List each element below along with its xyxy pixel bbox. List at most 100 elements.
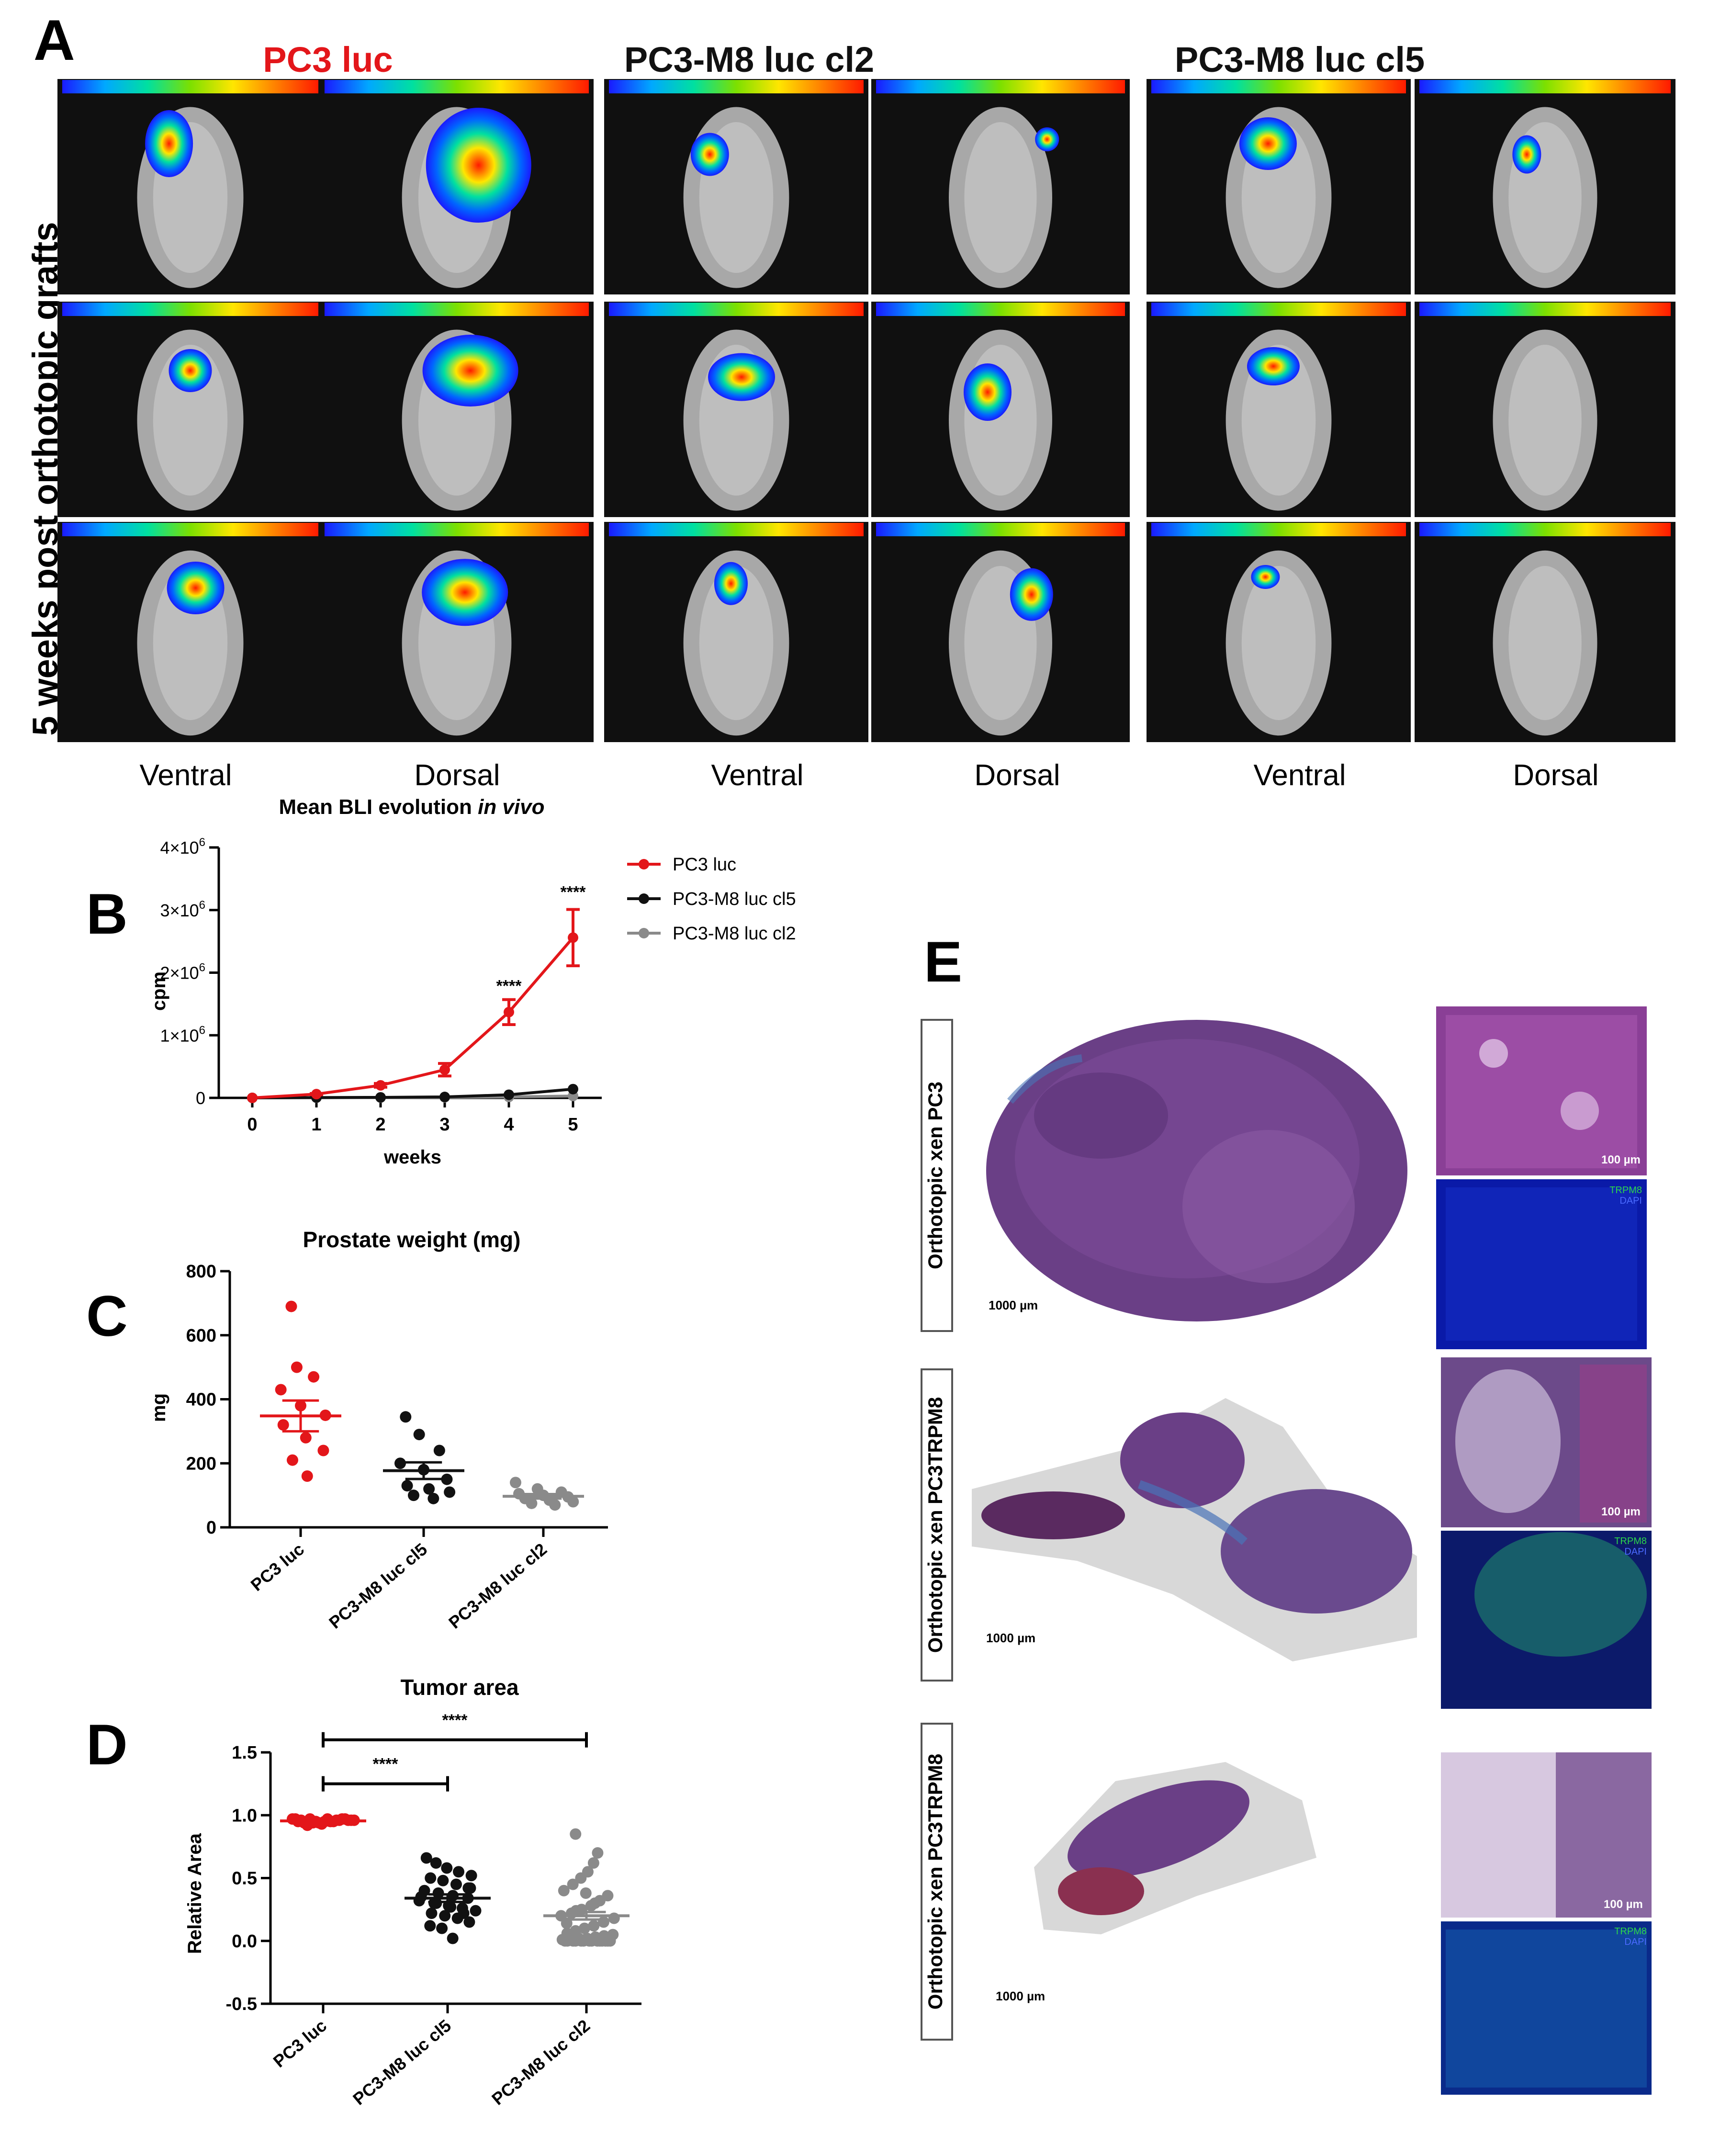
chart-b-plot: 0 1×106 2×106 3×106 4×106 0 1 2 3 4 5 **** **** PC3 l… bbox=[160, 836, 796, 1135]
series-pc3-m8-luc-cl5-point bbox=[375, 1092, 386, 1103]
colorbar bbox=[62, 303, 318, 316]
panel-d-letter: D bbox=[86, 1713, 128, 1777]
chart-c-title: Prostate weight (mg) bbox=[303, 1227, 521, 1252]
group-pc3-m8-luc-cl2-point bbox=[592, 1847, 604, 1859]
bli-signal bbox=[690, 133, 729, 176]
legend-marker bbox=[639, 928, 649, 938]
bli-image-r2-c2 bbox=[320, 302, 594, 517]
chart-b-title: Mean BLI evolution in vivo bbox=[279, 795, 545, 819]
group-pc3-luc-point bbox=[301, 1470, 313, 1482]
group-pc3-m8-luc-cl5-point bbox=[430, 1897, 442, 1909]
legend-marker bbox=[639, 859, 649, 869]
group-pc3-m8-luc-cl2-point bbox=[608, 1912, 620, 1924]
y-tick-label: 2×106 bbox=[160, 961, 205, 983]
colorbar bbox=[325, 80, 589, 93]
group-pc3-m8-luc-cl2-point bbox=[570, 1935, 582, 1947]
panel-c: C Prostate weight (mg) mg 0 200 400 600 800 P… bbox=[86, 1227, 608, 1632]
series-pc3-luc-point bbox=[247, 1093, 258, 1103]
bli-signal bbox=[167, 562, 225, 614]
series-pc3-m8-luc-cl5-point bbox=[439, 1092, 450, 1103]
x-tick-label: 2 bbox=[375, 1115, 385, 1135]
group-pc3-m8-luc-cl5-point bbox=[447, 1932, 459, 1944]
bli-signal bbox=[422, 559, 508, 626]
bli-image-r1-c1 bbox=[57, 79, 323, 294]
he-zoom-3-image bbox=[1441, 1752, 1652, 1918]
y-tick-label: 0.0 bbox=[232, 1931, 257, 1952]
y-tick-label: 800 bbox=[186, 1262, 216, 1282]
bli-image-r1-c3 bbox=[604, 79, 868, 294]
chart-c-plot: 0 200 400 600 800 PC3 luc PC3-M8 luc cl5 PC3-M8… bbox=[186, 1262, 608, 1632]
group-pc3-m8-luc-cl5-point bbox=[408, 1490, 420, 1501]
series-pc3-luc-point bbox=[311, 1089, 322, 1100]
x-category-label: PC3-M8 luc cl5 bbox=[349, 2016, 455, 2109]
colorbar bbox=[609, 303, 864, 316]
group-pc3-m8-luc-cl2-point bbox=[567, 1878, 579, 1890]
bli-signal bbox=[426, 108, 531, 223]
group-pc3-m8-luc-cl2-point bbox=[570, 1828, 582, 1840]
group-pc3-m8-luc-cl5-point bbox=[400, 1411, 412, 1423]
bli-signal bbox=[1251, 565, 1280, 589]
group-pc3-m8-luc-cl5-point bbox=[450, 1878, 462, 1890]
colorbar bbox=[325, 303, 589, 316]
group-pc3-m8-luc-cl2-point bbox=[596, 1935, 608, 1947]
group-pc3-m8-luc-cl2-point bbox=[570, 1905, 582, 1917]
group-pc3-m8-luc-cl5-point bbox=[441, 1473, 453, 1485]
colorbar bbox=[1151, 303, 1406, 316]
colorbar bbox=[609, 523, 864, 536]
section-3-scale-zoom: 100 µm bbox=[1604, 1898, 1643, 1911]
bli-image-r3-c5 bbox=[1147, 522, 1411, 742]
group-pc3-m8-luc-cl5-point bbox=[424, 1920, 436, 1932]
group-pc3-m8-luc-cl2-point bbox=[585, 1935, 597, 1947]
y-tick-label: 200 bbox=[186, 1454, 216, 1474]
if-zoom-1-image bbox=[1436, 1179, 1647, 1349]
panel-e: E Orthotopic xen PC3 1000 µm 100 µm bbox=[921, 930, 1652, 2095]
legend-entry: PC3 luc bbox=[673, 855, 736, 875]
colorbar bbox=[876, 523, 1125, 536]
colorbar bbox=[62, 80, 318, 93]
group-pc3-m8-luc-cl5-point bbox=[463, 1916, 475, 1928]
bli-signal bbox=[714, 562, 748, 605]
x-tick-label: 0 bbox=[247, 1115, 257, 1135]
colorbar bbox=[876, 303, 1125, 316]
group-pc3-m8-luc-cl5-point bbox=[432, 1887, 444, 1899]
significance-label: **** bbox=[442, 1711, 468, 1729]
panel-a: A 5 weeks post orthotopic grafts PC3 luc… bbox=[25, 8, 1675, 792]
bli-image-r1-c5 bbox=[1147, 79, 1411, 294]
he-section-3-image bbox=[1034, 1762, 1316, 1934]
x-category-label: PC3 luc bbox=[270, 2016, 331, 2071]
view-label-dorsal-3: Dorsal bbox=[1513, 759, 1598, 792]
if-zoom-3-image bbox=[1441, 1921, 1652, 2095]
colorbar bbox=[1419, 80, 1671, 93]
bli-signal bbox=[145, 110, 193, 177]
y-tick-label: 400 bbox=[186, 1390, 216, 1410]
section-1-scale-main: 1000 µm bbox=[989, 1298, 1038, 1312]
x-category-label: PC3-M8 luc cl2 bbox=[488, 2016, 594, 2109]
section-1-scale-zoom: 100 µm bbox=[1601, 1153, 1641, 1166]
group-pc3-m8-luc-cl5-point bbox=[401, 1480, 413, 1492]
bli-image-r2-c6 bbox=[1415, 302, 1675, 517]
group-pc3-m8-luc-cl5-point bbox=[458, 1908, 470, 1919]
group-pc3-m8-luc-cl2-point bbox=[587, 1857, 599, 1869]
bli-signal bbox=[1035, 127, 1059, 151]
he-zoom-2-image bbox=[1441, 1357, 1652, 1527]
group-pc3-m8-luc-cl2-point bbox=[578, 1922, 590, 1934]
significance-label: **** bbox=[561, 883, 586, 902]
if-zoom-2-image bbox=[1441, 1531, 1652, 1709]
section-1-stain-trpm8: TRPM8 bbox=[1609, 1185, 1642, 1196]
series-pc3-luc-point bbox=[439, 1064, 450, 1075]
he-section-2-image bbox=[972, 1398, 1417, 1661]
x-category-label: PC3-M8 luc cl2 bbox=[445, 1539, 551, 1633]
chart-d-plot: -0.5 0.0 0.5 1.0 1.5 PC3 luc PC3-M8 luc cl5 PC3… bbox=[226, 1711, 641, 2109]
group-pc3-m8-luc-cl2-point bbox=[597, 1916, 609, 1928]
group-pc3-m8-luc-cl2-point bbox=[580, 1887, 592, 1899]
y-tick-label: 3×106 bbox=[160, 899, 205, 920]
section-3-label: Orthotopic xen PC3TRPM8 bbox=[924, 1754, 946, 2009]
group-pc3-luc-point bbox=[300, 1432, 312, 1444]
bli-image-r3-c4 bbox=[871, 522, 1130, 742]
series-pc3-m8-luc-cl5-line bbox=[252, 1087, 573, 1099]
colorbar bbox=[325, 523, 589, 536]
series-pc3-luc-point bbox=[375, 1080, 386, 1091]
group-pc3-luc-point bbox=[317, 1445, 329, 1456]
bli-image-r2-c4 bbox=[871, 302, 1130, 517]
